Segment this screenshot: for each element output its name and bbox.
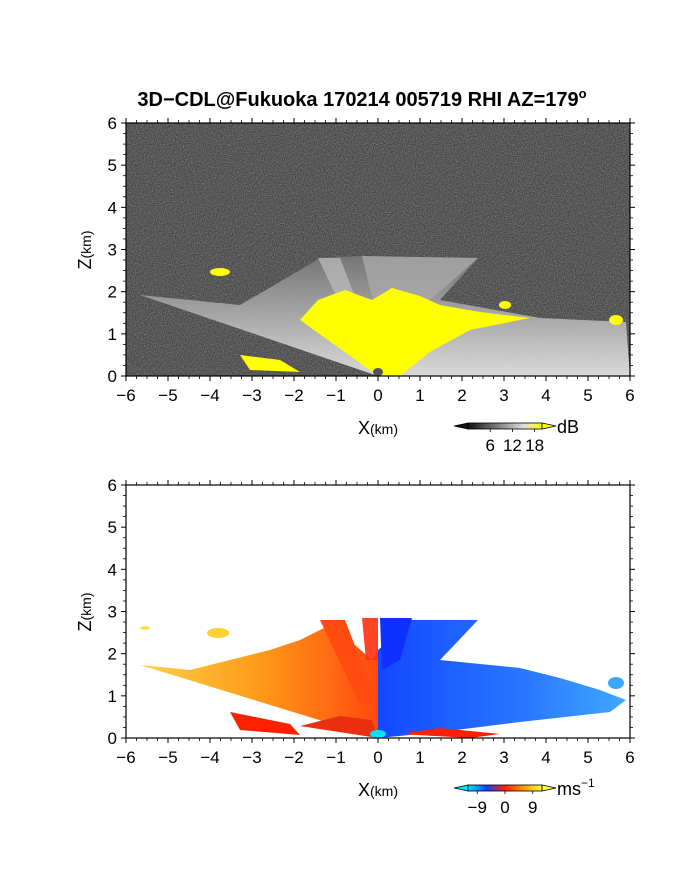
velocity-panel: −6 −5 −4 −3 −2 −1 0 1 2 3 4 5 6 0 1 2 3 4 5 6 X(km) Z(km) −… <box>75 476 635 817</box>
y-tick-label: 5 <box>108 518 117 537</box>
colorbar-high-arrow <box>541 422 557 430</box>
x-tick-label: 0 <box>373 386 382 405</box>
velocity-patch-far-left <box>140 626 150 630</box>
x-tick-label: 5 <box>583 748 592 767</box>
colorbar-tick-label: −9 <box>468 798 487 817</box>
x-tick-label: 5 <box>583 386 592 405</box>
colorbar-tick-label: 12 <box>503 436 522 455</box>
x-tick-label: −6 <box>116 748 135 767</box>
velocity-colorbar: −9 0 9 <box>453 784 557 817</box>
y-tick-label: 1 <box>108 687 117 706</box>
y-tick-label: 2 <box>108 645 117 664</box>
y-tick-label: 1 <box>108 325 117 344</box>
x-tick-label: 2 <box>457 386 466 405</box>
velocity-patch-right <box>608 677 624 689</box>
x-tick-label: 1 <box>415 748 424 767</box>
colorbar-low-arrow <box>453 784 469 792</box>
velocity-strong-positive <box>230 712 300 735</box>
y-tick-label: 2 <box>108 283 117 302</box>
velocity-colorbar-unit: ms−1 <box>557 776 595 799</box>
velocity-positive-region <box>140 625 378 738</box>
colorbar-tick-label: 18 <box>525 436 544 455</box>
x-tick-label: 0 <box>373 748 382 767</box>
reflectivity-colorbar: 6 12 18 <box>453 422 557 455</box>
reflectivity-echo-field <box>140 256 630 376</box>
x-tick-label: 4 <box>541 386 550 405</box>
y-tick-label: 0 <box>108 367 117 386</box>
x-tick-label: 3 <box>499 386 508 405</box>
y-tick-label: 3 <box>108 241 117 260</box>
x-tick-label: 4 <box>541 748 550 767</box>
velocity-axes: −6 −5 −4 −3 −2 −1 0 1 2 3 4 5 6 0 1 2 3 4 5 6 <box>108 476 635 767</box>
x-tick-label: −5 <box>158 386 177 405</box>
velocity-echo-field <box>140 618 626 738</box>
y-tick-label: 6 <box>108 476 117 495</box>
x-tick-label: −2 <box>284 748 303 767</box>
x-tick-label: 2 <box>457 748 466 767</box>
figure-title: 3D−CDL@Fukuoka 170214 005719 RHI AZ=179o <box>137 86 586 111</box>
x-tick-label: 6 <box>625 386 634 405</box>
reflectivity-yellow-patch-right <box>609 315 623 325</box>
colorbar-tick-label: 9 <box>528 798 537 817</box>
x-tick-label: −4 <box>200 748 219 767</box>
colorbar-scale <box>467 784 543 792</box>
y-tick-label: 6 <box>108 114 117 133</box>
velocity-near-zero-positive <box>300 716 378 738</box>
reflectivity-strong-echo <box>300 288 530 376</box>
colorbar-high-arrow <box>541 784 557 792</box>
x-tick-label: −5 <box>158 748 177 767</box>
reflectivity-radar-site <box>373 368 383 376</box>
colorbar-tick-label: 6 <box>485 436 494 455</box>
y-tick-label: 0 <box>108 729 117 748</box>
velocity-negative-region <box>378 620 626 738</box>
velocity-negative-core <box>380 618 412 670</box>
reflectivity-x-axis-label: X(km) <box>358 418 398 438</box>
y-tick-label: 3 <box>108 603 117 622</box>
reflectivity-axes: −6 −5 −4 −3 −2 −1 0 1 2 3 4 5 6 0 1 2 3 4 5 6 <box>108 114 635 405</box>
velocity-x-axis-label: X(km) <box>358 780 398 800</box>
colorbar-scale <box>467 422 543 430</box>
velocity-y-axis-label: Z(km) <box>75 593 95 632</box>
reflectivity-y-axis-label: Z(km) <box>75 231 95 270</box>
x-tick-label: −1 <box>326 386 345 405</box>
velocity-near-ground-positive <box>400 728 500 738</box>
x-tick-label: −3 <box>242 748 261 767</box>
reflectivity-colorbar-unit: dB <box>557 417 579 437</box>
x-tick-label: 3 <box>499 748 508 767</box>
colorbar-tick-label: 0 <box>500 798 509 817</box>
colorbar-low-arrow <box>453 422 469 430</box>
x-tick-label: 1 <box>415 386 424 405</box>
x-tick-label: −2 <box>284 386 303 405</box>
reflectivity-yellow-patch-left <box>210 268 230 276</box>
x-tick-label: −3 <box>242 386 261 405</box>
x-tick-label: −1 <box>326 748 345 767</box>
x-tick-label: −4 <box>200 386 219 405</box>
reflectivity-yellow-patch <box>499 301 511 309</box>
velocity-positive-streak <box>320 620 376 705</box>
y-tick-label: 5 <box>108 156 117 175</box>
velocity-patch-left <box>207 628 229 638</box>
x-tick-label: 6 <box>625 748 634 767</box>
y-tick-label: 4 <box>108 198 117 217</box>
x-tick-label: −6 <box>116 386 135 405</box>
velocity-radar-site <box>370 730 386 738</box>
velocity-positive-streak <box>362 618 378 660</box>
y-tick-label: 4 <box>108 560 117 579</box>
reflectivity-strong-echo <box>240 355 300 372</box>
